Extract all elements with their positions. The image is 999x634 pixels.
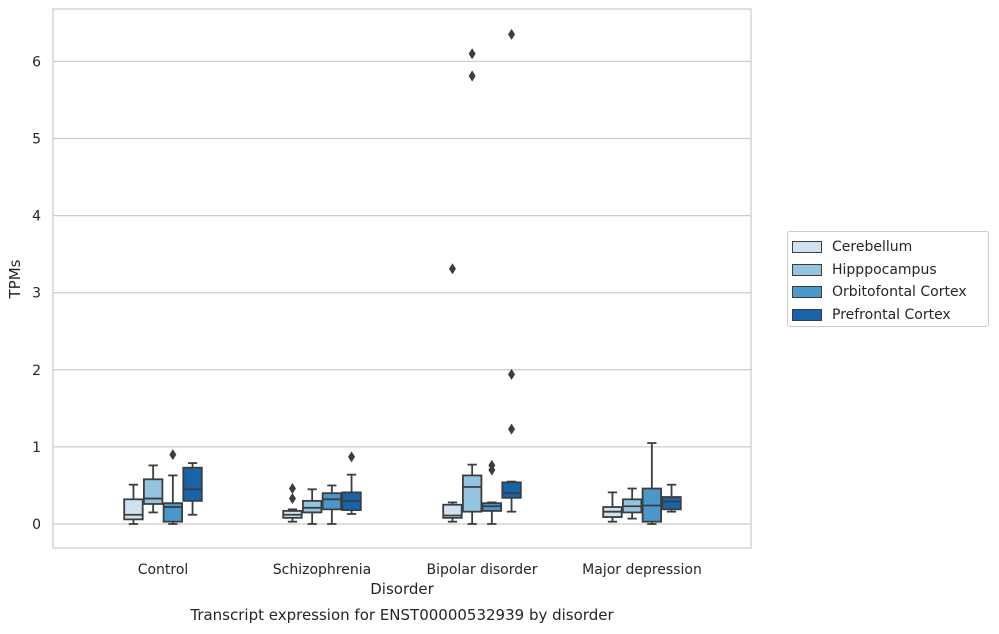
- plot-area: [52, 8, 752, 549]
- legend-swatch: [792, 308, 822, 321]
- y-tick-label: 6: [32, 54, 41, 70]
- outlier-point: [488, 459, 496, 471]
- legend-swatch: [792, 286, 822, 299]
- box-1-0: [142, 464, 164, 514]
- legend-item: Prefrontal Cortex: [792, 304, 988, 327]
- box-3-1: [341, 451, 362, 515]
- x-tick-label: Bipolar disorder: [426, 562, 537, 578]
- legend: Cerebellum Hipppocampus Orbitofontal Corte…: [787, 231, 989, 327]
- outlier-point: [468, 48, 476, 60]
- box-2-0: [162, 449, 184, 525]
- x-tick-label: Major depression: [582, 562, 702, 578]
- outlier-point: [508, 368, 516, 380]
- y-tick-label: 0: [32, 517, 41, 533]
- box-iqr: [182, 466, 203, 502]
- legend-item: Orbitofontal Cortex: [792, 281, 988, 304]
- outlier-point: [169, 449, 177, 461]
- box-iqr: [162, 502, 184, 523]
- box-iqr: [501, 481, 522, 499]
- x-tick-labels: Control Schizophrenia Bipolar disorder Majo…: [138, 562, 702, 578]
- outlier-point: [468, 70, 476, 82]
- legend-swatch: [792, 263, 822, 276]
- y-tick-label: 3: [32, 286, 41, 302]
- box-0-3: [602, 491, 623, 523]
- boxes: [123, 28, 682, 525]
- box-iqr: [321, 492, 343, 511]
- box-iqr: [442, 503, 463, 519]
- box-1-1: [301, 488, 323, 525]
- y-tick-label: 4: [32, 209, 41, 225]
- box-3-2: [501, 28, 522, 513]
- legend-label: Hipppocampus: [832, 261, 937, 278]
- x-tick-label: Schizophrenia: [273, 562, 371, 578]
- outlier-point: [348, 451, 356, 463]
- box-2-2: [481, 459, 503, 525]
- outlier-point: [448, 263, 456, 275]
- legend-label: Prefrontal Cortex: [832, 306, 951, 323]
- box-0-0: [123, 483, 144, 525]
- box-iqr: [461, 474, 483, 513]
- box-3-3: [661, 483, 682, 513]
- legend-item: Cerebellum: [792, 236, 988, 259]
- legend-label: Orbitofontal Cortex: [832, 284, 967, 301]
- box-iqr: [301, 499, 323, 514]
- y-tick-labels: 0 1 2 3 4 5 6: [32, 54, 41, 533]
- box-iqr: [142, 478, 164, 505]
- box-iqr: [123, 498, 144, 521]
- box-1-3: [622, 487, 643, 520]
- box-3-0: [182, 462, 203, 516]
- box-0-1: [282, 483, 303, 523]
- y-tick-label: 5: [32, 132, 41, 148]
- legend-label: Cerebellum: [832, 239, 913, 256]
- box-2-1: [321, 484, 343, 525]
- y-axis-label: TPMs: [6, 259, 24, 299]
- box-0-2: [442, 263, 463, 523]
- legend-swatch: [792, 241, 822, 254]
- outlier-point: [508, 423, 516, 435]
- outlier-point: [508, 28, 516, 40]
- x-tick-label: Control: [138, 562, 189, 578]
- legend-item: Hipppocampus: [792, 259, 988, 282]
- box-1-2: [461, 48, 483, 525]
- x-axis-label: Disorder: [370, 580, 434, 598]
- y-tick-label: 2: [32, 363, 41, 379]
- outlier-point: [288, 483, 296, 495]
- chart-title: Transcript expression for ENST0000053293…: [190, 606, 614, 624]
- box-2-3: [641, 442, 662, 525]
- y-tick-label: 1: [32, 440, 41, 456]
- outlier-point: [288, 493, 296, 505]
- box-iqr: [661, 496, 682, 511]
